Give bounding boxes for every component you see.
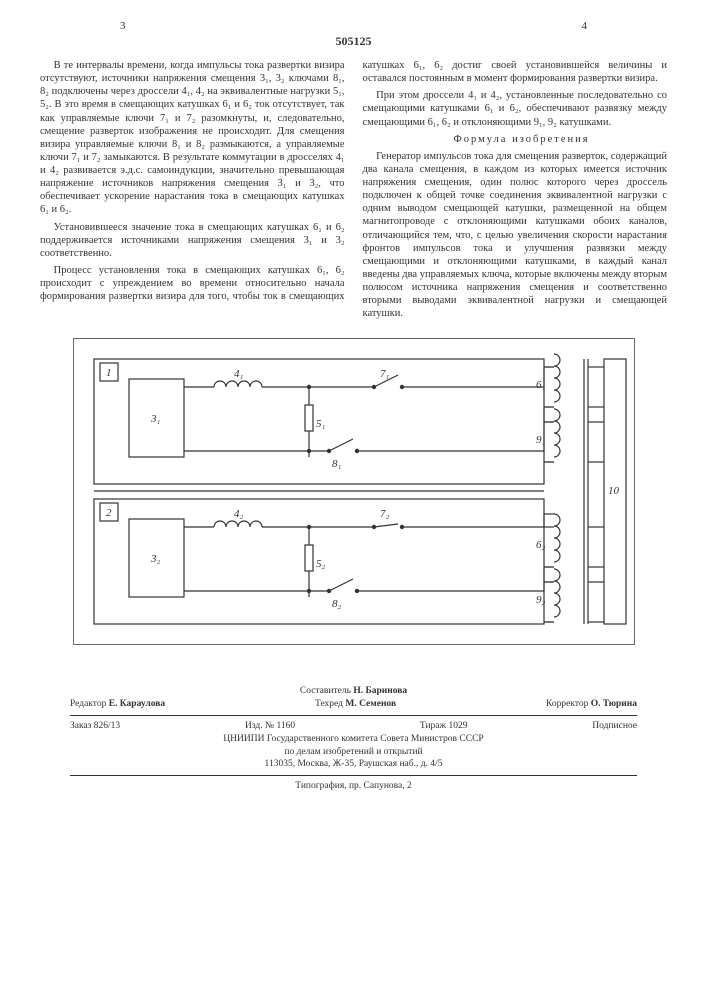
svg-text:4₁: 4₁ <box>234 368 244 380</box>
org: ЦНИИПИ Государственного комитета Совета … <box>40 733 667 746</box>
circuit-diagram: 13₁4₁5₁8₁7₁23₂4₂5₂8₂7₂6₁9₁6₂9₂10 <box>73 338 635 645</box>
paragraph: В те интервалы времени, когда импульсы т… <box>40 59 345 217</box>
paragraph: При этом дроссели 4₁ и 4₂, установленные… <box>363 89 668 128</box>
svg-text:5₂: 5₂ <box>316 558 326 570</box>
svg-text:10: 10 <box>608 485 620 497</box>
svg-text:8₁: 8₁ <box>332 458 342 470</box>
svg-text:7₂: 7₂ <box>380 508 390 520</box>
corr: О. Тюрина <box>591 699 637 709</box>
org: по делам изобретений и открытий <box>40 746 667 759</box>
tech-label: Техред <box>315 699 343 709</box>
svg-text:1: 1 <box>106 367 112 379</box>
compiler: Н. Баринова <box>353 686 407 696</box>
svg-text:3₁: 3₁ <box>150 413 161 425</box>
izd: Изд. № 1160 <box>245 720 295 733</box>
tirazh: Тираж 1029 <box>420 720 468 733</box>
order: Заказ 826/13 <box>70 720 120 733</box>
paragraph: Генератор импульсов тока для смещения ра… <box>363 150 668 321</box>
svg-text:3₂: 3₂ <box>150 553 161 565</box>
svg-text:5₁: 5₁ <box>316 418 326 430</box>
tech: М. Семенов <box>345 699 396 709</box>
footer: Составитель Н. Баринова Редактор Е. Кара… <box>40 685 667 793</box>
formula-heading: Формула изобретения <box>363 133 668 146</box>
document-number: 505125 <box>40 34 667 49</box>
svg-text:8₂: 8₂ <box>332 598 342 610</box>
col-number: 3 <box>120 20 126 32</box>
editor: Е. Караулова <box>109 699 165 709</box>
press: Типография, пр. Сапунова, 2 <box>40 780 667 793</box>
svg-text:2: 2 <box>106 507 112 519</box>
svg-text:6₂: 6₂ <box>536 539 546 551</box>
svg-text:4₂: 4₂ <box>234 508 244 520</box>
corr-label: Корректор <box>546 699 588 709</box>
col-number: 4 <box>582 20 588 32</box>
compiler-label: Составитель <box>300 686 351 696</box>
subscr: Подписное <box>592 720 637 733</box>
svg-text:9₂: 9₂ <box>536 594 546 606</box>
editor-label: Редактор <box>70 699 106 709</box>
paragraph: Установившееся значение тока в смещающих… <box>40 221 345 260</box>
addr: 113035, Москва, Ж-35, Раушская наб., д. … <box>40 758 667 771</box>
svg-text:7₁: 7₁ <box>380 368 390 380</box>
body-text: В те интервалы времени, когда импульсы т… <box>40 59 667 320</box>
